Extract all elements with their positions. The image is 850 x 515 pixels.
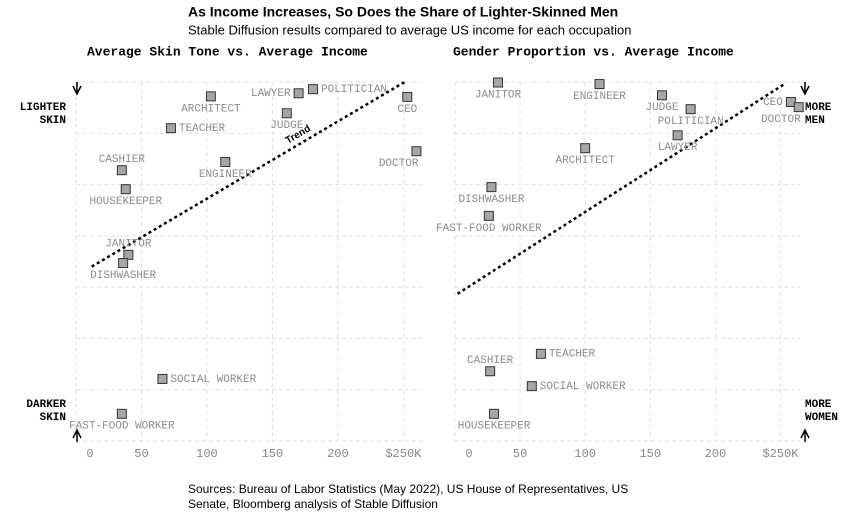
point-label: LAWYER: [658, 142, 698, 154]
arrow-head: [800, 428, 810, 439]
x-tick-label: 200: [705, 447, 727, 461]
x-tick-label: $250K: [385, 447, 422, 461]
y-end-label: WOMEN: [805, 412, 838, 424]
point: [492, 77, 503, 88]
x-tick-label: 150: [262, 447, 284, 461]
point: [118, 258, 129, 269]
subtitle: Stable Diffusion results compared to ave…: [188, 22, 631, 37]
y-end-label: LIGHTER: [20, 102, 67, 114]
x-tick-label: 50: [134, 447, 148, 461]
y-end-label: DARKER: [26, 399, 66, 411]
point: [402, 91, 413, 102]
point-label: SOCIAL WORKER: [170, 374, 256, 386]
point: [220, 157, 231, 168]
point-label: JUDGE: [645, 102, 678, 114]
x-tick-label: 150: [639, 447, 661, 461]
point: [657, 90, 667, 101]
point: [293, 88, 304, 99]
point-label: DOCTOR: [379, 158, 419, 170]
point: [672, 130, 683, 141]
point-label: ARCHITECT: [181, 103, 241, 115]
x-tick-label: 200: [327, 447, 349, 461]
point: [594, 79, 605, 90]
point-label: CASHIER: [99, 154, 146, 166]
point: [205, 91, 216, 102]
x-tick-label: 0: [86, 447, 93, 461]
y-end-label: MORE: [805, 399, 832, 411]
point: [535, 348, 546, 359]
y-end-label: MEN: [805, 115, 825, 127]
point: [123, 249, 134, 260]
panel-title: Gender Proportion vs. Average Income: [453, 44, 734, 59]
point-label: SOCIAL WORKER: [540, 381, 626, 393]
point-label: HOUSEKEEPER: [458, 421, 531, 433]
point-label: JUDGE: [270, 120, 303, 132]
point-label: CASHIER: [467, 355, 514, 367]
point: [116, 165, 127, 176]
trend-line: [91, 80, 406, 268]
point: [165, 123, 176, 134]
point-label: DISHWASHER: [458, 194, 524, 206]
x-tick-label: $250K: [762, 447, 799, 461]
point: [685, 104, 696, 115]
point-label: CEO: [397, 104, 417, 116]
point: [157, 373, 168, 384]
x-tick-label: 50: [513, 447, 527, 461]
arrow-head: [800, 85, 810, 96]
x-tick-label: 0: [465, 447, 472, 461]
point-label: JANITOR: [105, 239, 152, 251]
source: Senate, Bloomberg analysis of Stable Dif…: [188, 497, 438, 511]
x-tick-label: 100: [196, 447, 218, 461]
trend-line: [456, 82, 786, 295]
point: [308, 84, 319, 95]
point: [785, 97, 796, 108]
point-label: FAST-FOOD WORKER: [436, 223, 542, 235]
point: [526, 381, 537, 392]
source: Sources: Bureau of Labor Statistics (May…: [188, 482, 628, 496]
point-label: FAST-FOOD WORKER: [69, 421, 175, 433]
arrow-head: [72, 428, 82, 439]
point: [120, 184, 131, 195]
point-label: POLITICIAN: [658, 116, 724, 128]
point: [485, 366, 496, 377]
point-label: HOUSEKEEPER: [89, 196, 162, 208]
title: As Income Increases, So Does the Share o…: [188, 4, 618, 20]
y-end-label: SKIN: [40, 412, 66, 424]
point: [411, 146, 422, 157]
point-label: POLITICIAN: [321, 84, 387, 96]
x-tick-label: 100: [574, 447, 596, 461]
point-label: ARCHITECT: [555, 155, 615, 167]
arrow-head: [72, 85, 82, 96]
point-label: TEACHER: [179, 123, 226, 135]
y-end-label: SKIN: [40, 115, 66, 127]
point-label: DOCTOR: [761, 114, 801, 126]
point-label: ENGINEER: [199, 169, 252, 181]
point: [489, 408, 500, 419]
point-label: ENGINEER: [573, 91, 626, 103]
point-label: DISHWASHER: [90, 270, 156, 282]
point-label: TEACHER: [549, 349, 596, 361]
point: [793, 102, 804, 113]
point: [486, 182, 497, 193]
point: [116, 408, 127, 419]
point-label: CEO: [763, 97, 783, 109]
point: [483, 210, 494, 221]
point: [580, 143, 591, 154]
point-label: JANITOR: [475, 89, 522, 101]
y-end-label: MORE: [805, 102, 832, 114]
point: [281, 108, 292, 119]
panel-title: Average Skin Tone vs. Average Income: [87, 44, 368, 59]
point-label: LAWYER: [251, 88, 291, 100]
